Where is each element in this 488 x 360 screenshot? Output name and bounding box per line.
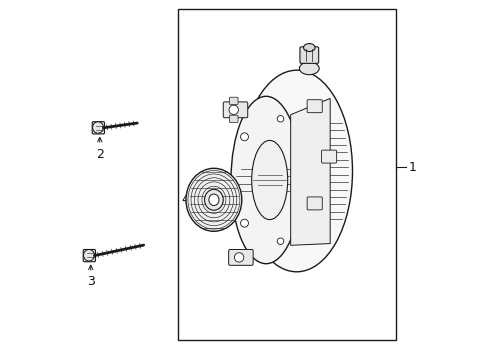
Circle shape	[277, 238, 283, 244]
FancyBboxPatch shape	[306, 197, 322, 210]
FancyBboxPatch shape	[92, 122, 104, 134]
Circle shape	[240, 219, 248, 227]
Polygon shape	[290, 98, 329, 245]
Ellipse shape	[185, 168, 241, 231]
Text: 1: 1	[407, 161, 415, 174]
Ellipse shape	[204, 189, 223, 210]
Ellipse shape	[303, 44, 314, 51]
Ellipse shape	[208, 194, 219, 206]
Text: 4: 4	[181, 193, 189, 206]
Text: 3: 3	[87, 275, 95, 288]
Ellipse shape	[241, 70, 352, 272]
FancyBboxPatch shape	[83, 249, 95, 262]
FancyBboxPatch shape	[299, 47, 318, 63]
Circle shape	[234, 253, 244, 262]
FancyBboxPatch shape	[229, 115, 238, 122]
FancyBboxPatch shape	[306, 100, 322, 113]
Circle shape	[240, 133, 248, 141]
Ellipse shape	[251, 140, 287, 220]
FancyBboxPatch shape	[321, 150, 336, 163]
Bar	[178, 9, 395, 340]
FancyBboxPatch shape	[223, 102, 247, 118]
FancyBboxPatch shape	[229, 97, 238, 104]
Circle shape	[228, 105, 238, 114]
Ellipse shape	[230, 96, 301, 264]
FancyBboxPatch shape	[228, 249, 253, 265]
Circle shape	[277, 116, 283, 122]
Ellipse shape	[299, 62, 319, 75]
Text: 2: 2	[96, 148, 103, 161]
